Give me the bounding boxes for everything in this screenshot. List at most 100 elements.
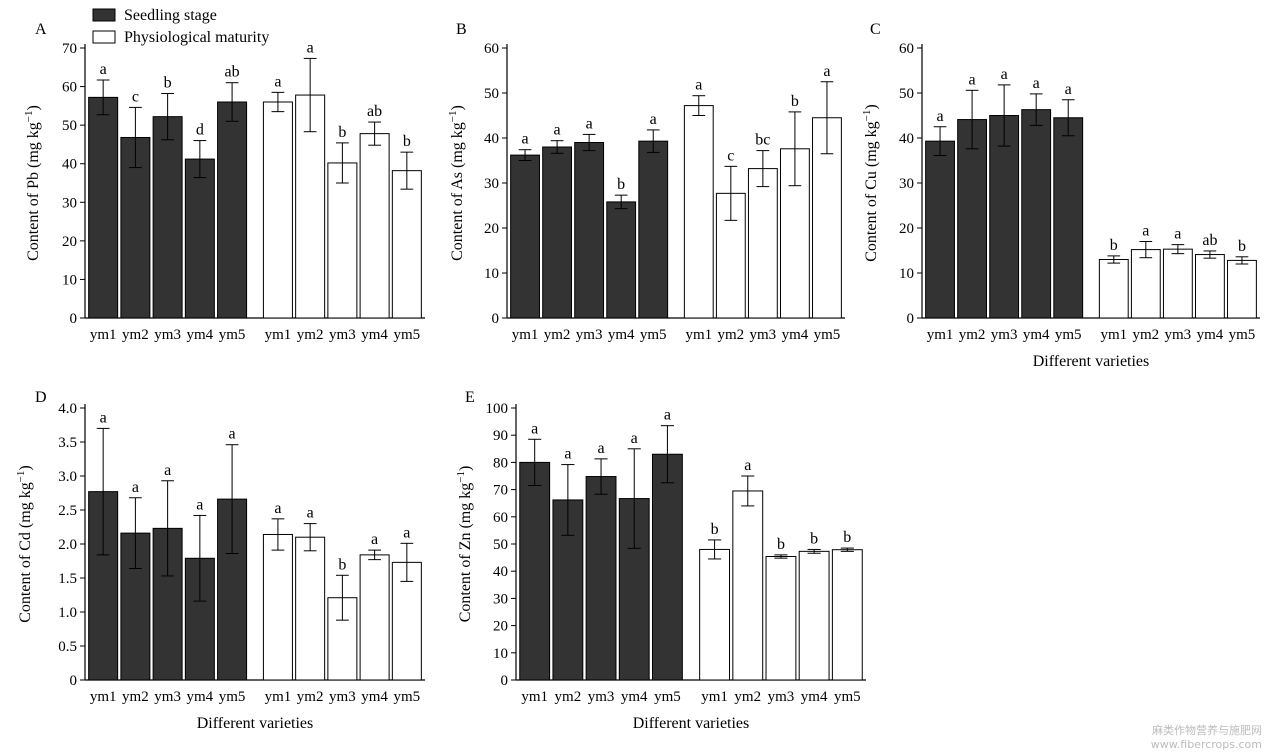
y-axis-label: Content of Pb (mg kg−1)	[23, 105, 42, 261]
x-tick-label: ym1	[927, 327, 954, 343]
bar-maturity-ym3	[747, 168, 778, 319]
significance-letter: a	[307, 39, 314, 56]
bar-seedling-ym2	[957, 119, 988, 319]
y-tick-label: 20	[493, 619, 508, 635]
bar-maturity-ym2	[295, 536, 326, 681]
legend-label-maturity: Physiological maturity	[124, 29, 269, 46]
x-axis-label: Different varieties	[633, 715, 750, 732]
y-tick-label: 50	[899, 86, 914, 102]
x-tick-label: ym5	[394, 689, 421, 705]
x-tick-label: ym4	[1197, 327, 1224, 343]
x-axis-label: Different varieties	[197, 715, 314, 732]
bar-seedling-ym3	[152, 116, 183, 319]
bar-maturity-ym5	[391, 561, 422, 681]
legend-swatch-maturity	[92, 30, 116, 44]
x-tick-label: ym1	[685, 327, 712, 343]
x-tick-label: ym3	[154, 689, 181, 705]
x-tick-label: ym1	[1100, 327, 1127, 343]
x-tick-label: ym1	[90, 689, 117, 705]
bar-maturity-ym5	[391, 170, 422, 319]
x-tick-label: ym2	[1132, 327, 1159, 343]
significance-letter: a	[744, 457, 751, 474]
y-tick-label: 40	[493, 564, 508, 580]
y-tick-label: 60	[62, 80, 77, 96]
x-tick-label: ym5	[654, 689, 681, 705]
y-tick-label: 0	[907, 311, 915, 327]
significance-letter: c	[132, 88, 139, 105]
significance-letter: a	[969, 71, 976, 88]
significance-letter: a	[1142, 223, 1149, 240]
watermark-line1: 麻类作物营养与施肥网	[1152, 723, 1262, 737]
x-tick-label: ym3	[991, 327, 1018, 343]
y-tick-label: 30	[62, 195, 77, 211]
bar-seedling-ym2	[542, 146, 573, 319]
significance-letter: a	[936, 108, 943, 125]
x-tick-label: ym5	[394, 327, 421, 343]
x-tick-label: ym4	[782, 327, 809, 343]
y-tick-label: 20	[484, 221, 499, 237]
bar-maturity-ym1	[1098, 259, 1129, 319]
panel-label: A	[35, 21, 47, 38]
significance-letter: a	[100, 409, 107, 426]
significance-letter: b	[1238, 238, 1246, 255]
y-tick-label: 3.5	[58, 435, 77, 451]
y-tick-label: 20	[899, 221, 914, 237]
y-tick-label: 40	[484, 131, 499, 147]
x-tick-label: ym2	[734, 689, 761, 705]
bar-seedling-ym2	[120, 136, 151, 319]
bar-maturity-ym1	[699, 548, 731, 681]
significance-letter: a	[564, 446, 571, 463]
y-tick-label: 0	[70, 311, 78, 327]
bar-maturity-ym3	[327, 162, 358, 319]
legend-label-seedling: Seedling stage	[124, 7, 217, 24]
x-tick-label: ym3	[750, 327, 777, 343]
significance-letter: a	[196, 496, 203, 513]
significance-letter: a	[650, 111, 657, 128]
significance-letter: b	[403, 133, 411, 150]
panel-label: E	[465, 389, 475, 406]
significance-letter: b	[617, 176, 625, 193]
y-axis-label: Content of Cu (mg kg−1)	[861, 104, 880, 261]
bar-seedling-ym4	[1021, 109, 1052, 319]
y-tick-label: 0.5	[58, 639, 77, 655]
chart-panel-d: 0 0.5 1.0 1.5 2.0 2.5 3.0 3.5 4.0 D Content of Cd …	[15, 389, 425, 732]
x-tick-label: ym3	[768, 689, 795, 705]
bar-maturity-ym1	[262, 101, 293, 319]
x-tick-label: ym3	[329, 327, 356, 343]
significance-letter: a	[531, 420, 538, 437]
x-tick-label: ym1	[265, 327, 292, 343]
bar-maturity-ym1	[683, 105, 714, 319]
significance-letter: a	[586, 115, 593, 132]
chart-panel-b: 0 10 20 30 40 50 60 B Content of As (mg kg−1) a ym…	[447, 21, 845, 343]
y-tick-label: 10	[899, 266, 914, 282]
significance-letter: a	[1174, 226, 1181, 243]
y-tick-label: 50	[493, 537, 508, 553]
y-tick-label: 40	[899, 131, 914, 147]
significance-letter: ab	[367, 103, 382, 120]
significance-letter: a	[1065, 81, 1072, 98]
significance-letter: a	[274, 500, 281, 517]
y-tick-label: 4.0	[58, 401, 77, 417]
x-tick-label: ym3	[329, 689, 356, 705]
y-tick-label: 60	[493, 510, 508, 526]
significance-letter: a	[274, 73, 281, 90]
x-tick-label: ym4	[187, 689, 214, 705]
y-tick-label: 1.0	[58, 605, 77, 621]
significance-letter: b	[338, 556, 346, 573]
legend: Seedling stage Physiological maturity	[92, 7, 269, 46]
significance-letter: ab	[1202, 232, 1217, 249]
x-tick-label: ym1	[512, 327, 539, 343]
bar-maturity-ym2	[1130, 249, 1161, 319]
y-tick-label: 100	[486, 401, 509, 417]
chart-panel-c: 0 10 20 30 40 50 60 C Content of Cu (mg kg−1) a ym…	[861, 21, 1260, 370]
significance-letter: a	[823, 63, 830, 80]
bar-seedling-ym5	[217, 101, 248, 319]
bar-seedling-ym1	[519, 461, 551, 681]
x-tick-label: ym2	[717, 327, 744, 343]
x-tick-label: ym5	[814, 327, 841, 343]
y-tick-label: 10	[493, 646, 508, 662]
significance-letter: b	[810, 530, 818, 547]
x-tick-label: ym2	[122, 689, 149, 705]
bar-seedling-ym5	[1053, 117, 1084, 319]
